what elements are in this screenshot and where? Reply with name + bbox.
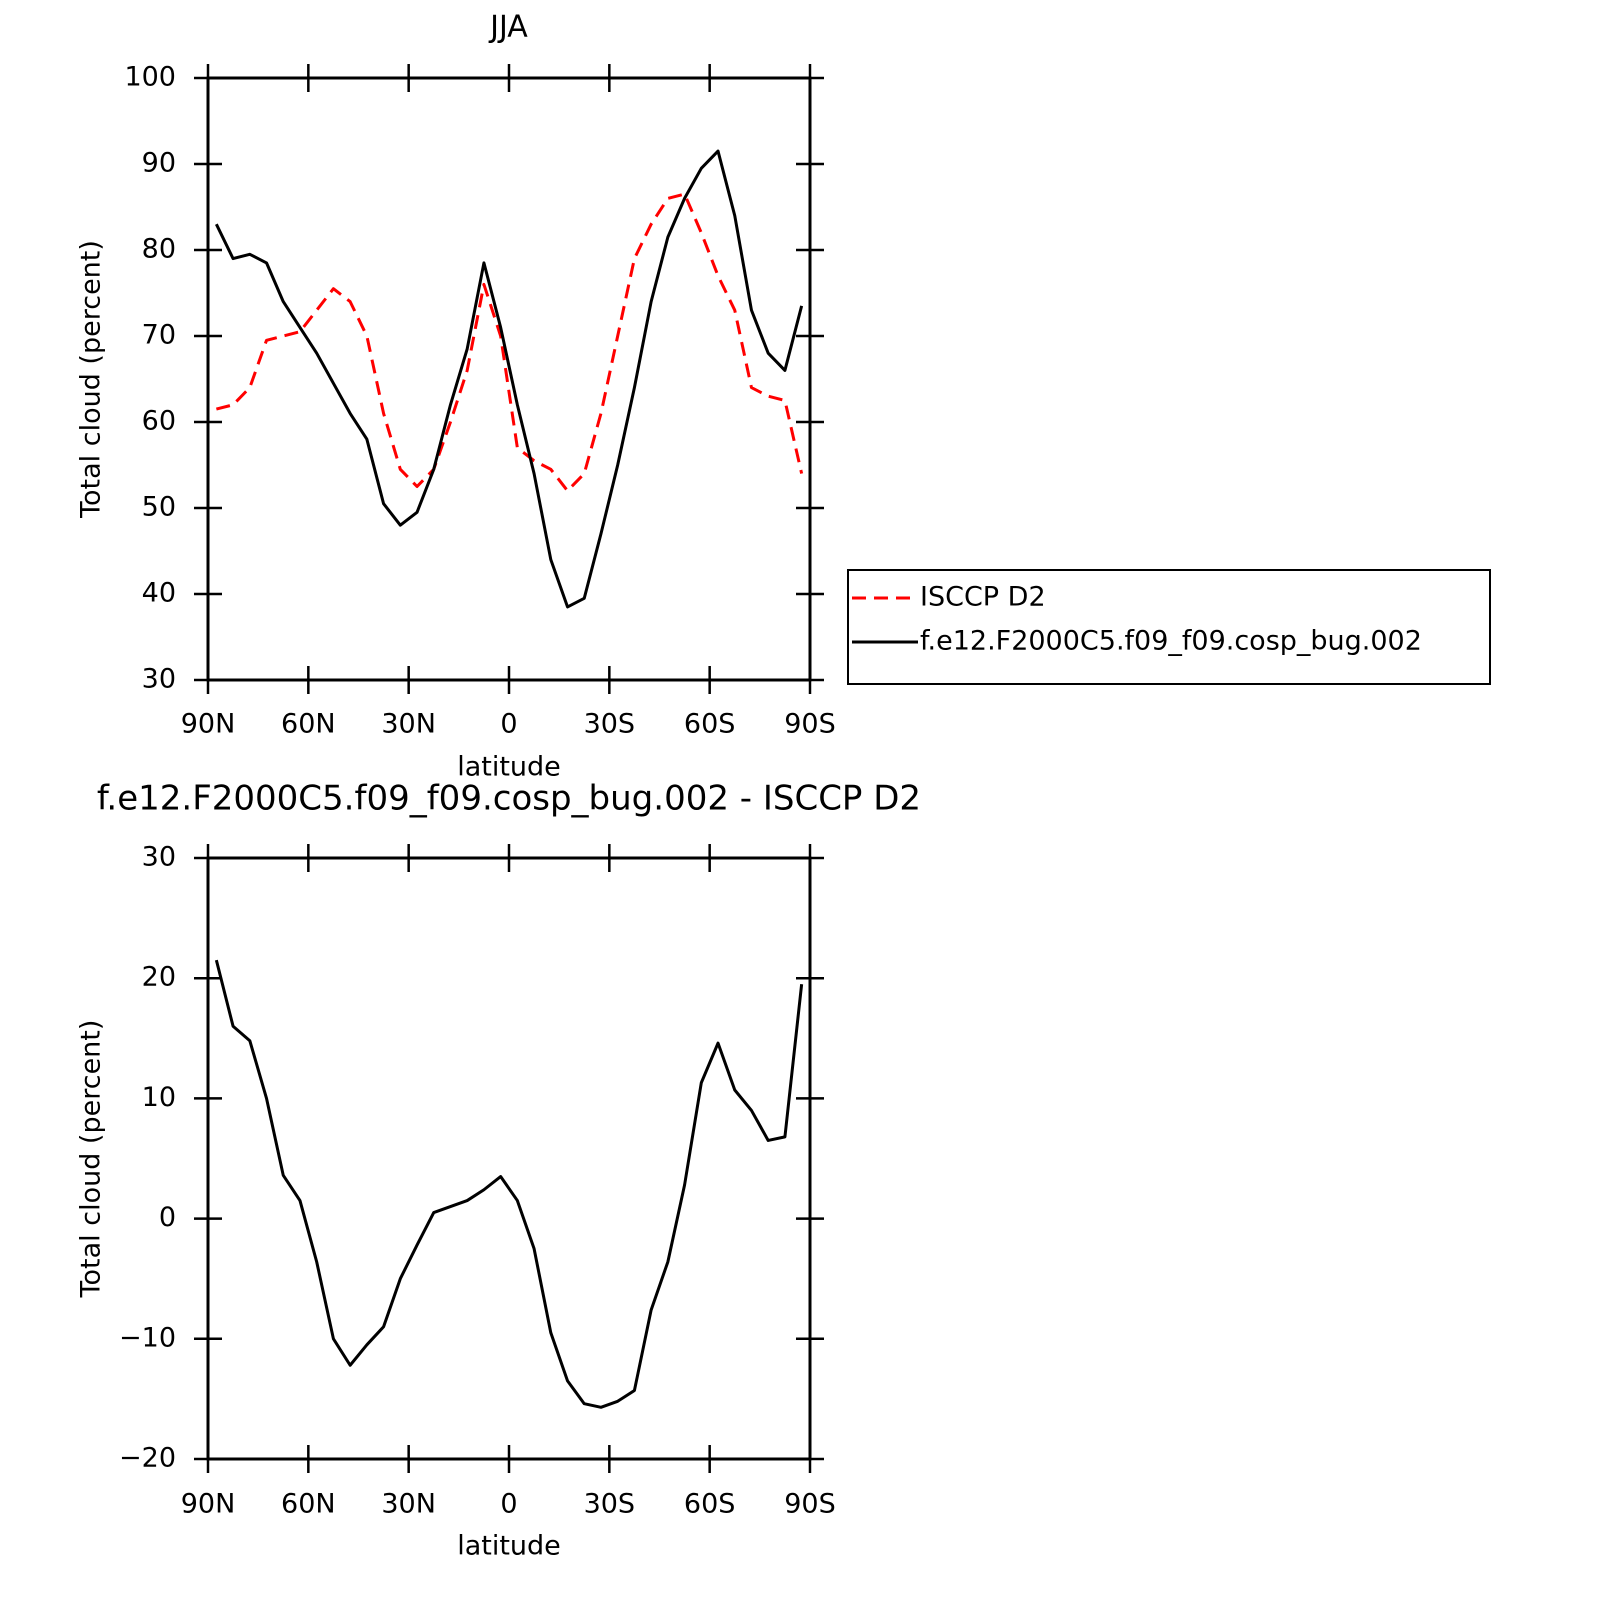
- y-tick-label: −10: [119, 1322, 176, 1353]
- x-tick-label: 30S: [584, 709, 636, 740]
- x-tick-label: 60N: [281, 1489, 336, 1520]
- y-tick-label: 30: [142, 842, 176, 873]
- y-tick-label: 20: [142, 962, 176, 993]
- x-axis-label: latitude: [457, 1531, 561, 1562]
- y-tick-label: 0: [159, 1202, 176, 1233]
- y-tick-label: 70: [142, 320, 176, 351]
- chart-title: JJA: [488, 10, 528, 45]
- plot-frame: [206, 856, 812, 1461]
- data-line: [214, 959, 804, 1409]
- y-tick-label: 30: [142, 664, 176, 695]
- chart-title: f.e12.F2000C5.f09_f09.cosp_bug.002 - ISC…: [97, 779, 921, 819]
- y-tick-label: 60: [142, 406, 176, 437]
- x-tick-label: 30S: [584, 1489, 636, 1520]
- legend-label: f.e12.F2000C5.f09_f09.cosp_bug.002: [920, 626, 1422, 657]
- x-tick-label: 90S: [784, 1489, 836, 1520]
- y-tick-label: 10: [142, 1082, 176, 1113]
- y-axis-label: Total cloud (percent): [76, 240, 107, 519]
- legend-label: ISCCP D2: [920, 582, 1046, 613]
- x-tick-label: 90N: [181, 1489, 236, 1520]
- legend-box: [847, 569, 1491, 685]
- plot-frame: [206, 76, 812, 682]
- data-line: [215, 192, 804, 493]
- y-tick-label: 50: [142, 492, 176, 523]
- x-tick-label: 0: [500, 1489, 517, 1520]
- y-tick-label: 80: [142, 234, 176, 265]
- y-tick-label: 100: [124, 62, 176, 93]
- data-line: [215, 149, 804, 609]
- x-tick-label: 90S: [784, 709, 836, 740]
- y-tick-label: 90: [142, 148, 176, 179]
- x-tick-label: 0: [500, 709, 517, 740]
- y-tick-label: 40: [142, 578, 176, 609]
- x-axis-label: latitude: [457, 752, 561, 783]
- x-tick-label: 30N: [381, 709, 436, 740]
- x-tick-label: 60S: [684, 1489, 736, 1520]
- x-tick-label: 30N: [381, 1489, 436, 1520]
- x-tick-label: 90N: [181, 709, 236, 740]
- y-tick-label: −20: [119, 1443, 176, 1474]
- x-tick-label: 60S: [684, 709, 736, 740]
- y-axis-label: Total cloud (percent): [76, 1020, 107, 1299]
- x-tick-label: 60N: [281, 709, 336, 740]
